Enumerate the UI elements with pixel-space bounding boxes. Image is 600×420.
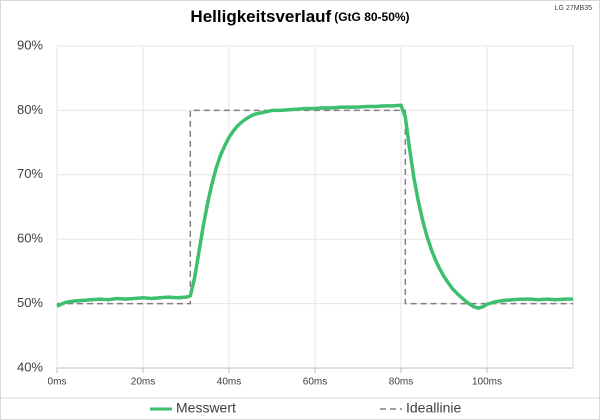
x-tick-label: 100ms (472, 377, 502, 388)
y-tick-label: 80% (17, 102, 43, 117)
x-tick-label: 20ms (131, 377, 155, 388)
legend-label: Ideallinie (406, 400, 461, 416)
x-tick-label: 0ms (48, 377, 67, 388)
x-tick-label: 80ms (389, 377, 413, 388)
y-tick-label: 70% (17, 166, 43, 181)
data-line (56, 103, 573, 310)
y-tick-label: 60% (17, 231, 43, 246)
y-tick-label: 40% (17, 359, 43, 374)
x-tick-label: 40ms (217, 377, 241, 388)
y-tick-label: 90% (17, 37, 43, 52)
chart-note: LG 27MB35 (555, 5, 592, 12)
chart-subtitle: (GtG 80-50%) (334, 10, 409, 24)
chart-title-group: Helligkeitsverlauf (GtG 80-50%) (190, 7, 409, 26)
legend-label: Messwert (176, 400, 236, 416)
x-tick-label: 60ms (303, 377, 327, 388)
y-tick-label: 50% (17, 295, 43, 310)
chart-title: Helligkeitsverlauf (190, 7, 331, 26)
